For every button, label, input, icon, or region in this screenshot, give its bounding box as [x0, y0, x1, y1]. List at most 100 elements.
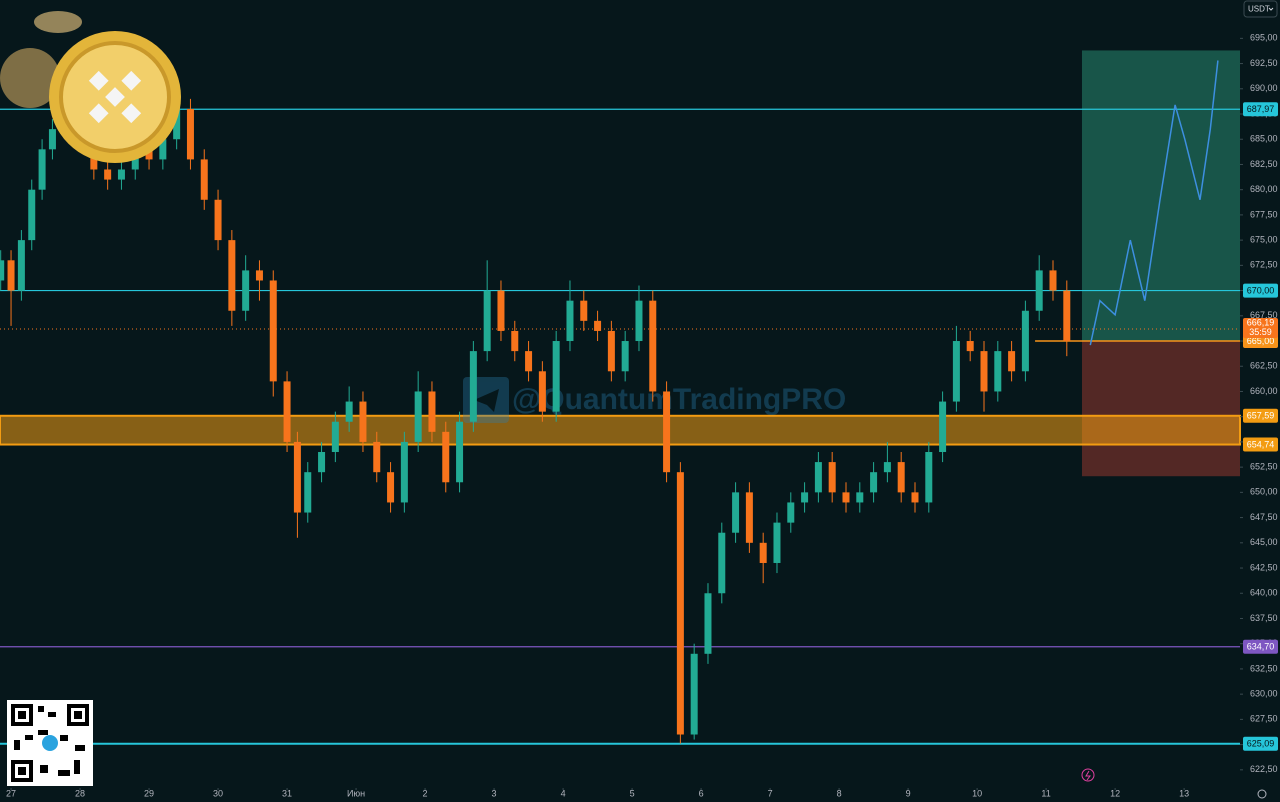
projection — [1089, 60, 1219, 346]
candle-body — [483, 290, 491, 352]
x-tick-label: 29 — [144, 788, 154, 798]
y-tick-label: 630,00 — [1250, 689, 1278, 699]
x-tick-label: 28 — [75, 788, 85, 798]
candle-body — [293, 441, 301, 513]
y-tick-label: 672,50 — [1250, 260, 1278, 270]
candle-body — [787, 502, 795, 523]
candle-body — [773, 522, 781, 563]
candle-body — [173, 108, 181, 140]
candle-body — [911, 492, 919, 503]
price-tag — [1243, 318, 1278, 339]
candle-body — [255, 270, 263, 281]
y-tick-label: 637,50 — [1250, 613, 1278, 623]
candle-body — [400, 441, 408, 503]
candle-body — [566, 300, 574, 342]
y-tick-label: 632,50 — [1250, 663, 1278, 673]
candle-body — [186, 108, 194, 160]
y-tick-label: 660,00 — [1250, 386, 1278, 396]
candle-body — [842, 492, 850, 503]
x-tick-label: 9 — [906, 788, 911, 798]
candle-body — [469, 351, 477, 422]
candle-body — [745, 492, 753, 543]
y-tick-label: 662,50 — [1250, 361, 1278, 371]
candle-body — [104, 169, 112, 180]
y-tick-label: 667,50 — [1250, 310, 1278, 320]
watermark-icon-plane — [474, 389, 499, 412]
x-tick-label: 30 — [213, 788, 223, 798]
x-tick-label: 4 — [561, 788, 566, 798]
projection-line — [1089, 60, 1219, 346]
candle-body — [387, 472, 395, 503]
alert-icon[interactable] — [1081, 768, 1095, 782]
candle-body — [594, 320, 602, 331]
x-tick-label: 12 — [1110, 788, 1120, 798]
candle-body — [38, 149, 46, 190]
y-tick-label: 647,50 — [1250, 512, 1278, 522]
candle-body — [17, 240, 25, 291]
candle-body — [145, 149, 153, 160]
x-tick-label: 10 — [972, 788, 982, 798]
settings-icon[interactable] — [1257, 789, 1267, 799]
candle-body — [1021, 310, 1029, 372]
candle-body — [0, 260, 5, 281]
y-tick-label: 680,00 — [1250, 184, 1278, 194]
y-tick-label: 650,00 — [1250, 487, 1278, 497]
candle-body — [814, 462, 822, 493]
price-tag — [1243, 736, 1278, 751]
candle-body — [214, 199, 222, 241]
candles — [0, 93, 1071, 744]
axes: 622,50625,00627,50630,00632,50635,00637,… — [6, 33, 1278, 798]
x-tick-label: 11 — [1041, 788, 1050, 798]
candle-body — [870, 472, 878, 493]
qr-code — [7, 700, 93, 786]
candle-body — [428, 391, 436, 432]
y-tick-label: 642,50 — [1250, 562, 1278, 572]
x-tick-label: 27 — [6, 788, 16, 798]
candle-body — [925, 452, 933, 503]
x-tick-label: 7 — [768, 788, 773, 798]
candle-body — [663, 391, 671, 473]
coin-small — [34, 11, 82, 33]
coin-mid — [0, 48, 60, 108]
y-tick-label: 652,50 — [1250, 462, 1278, 472]
candle-body — [704, 593, 712, 654]
candle-body — [607, 330, 615, 372]
y-tick-label: 627,50 — [1250, 714, 1278, 724]
currency-label: USDT — [1248, 5, 1270, 14]
candle-body — [200, 159, 208, 200]
candle-body — [1035, 270, 1043, 311]
currency-chevron — [1268, 7, 1274, 11]
y-tick-label: 695,00 — [1250, 33, 1278, 43]
candle-body — [621, 341, 629, 372]
y-tick-label: 645,00 — [1250, 537, 1278, 547]
candle-body — [269, 280, 277, 382]
support-zone — [0, 414, 1241, 446]
candle-body — [828, 462, 836, 493]
candle-body — [511, 330, 519, 352]
watermark-text: @QuantumTradingPRO — [512, 383, 846, 416]
candle-body — [718, 532, 726, 594]
candle-body — [414, 391, 422, 442]
candle-body — [159, 139, 167, 160]
candle-body — [7, 260, 15, 291]
y-tick-label: 675,00 — [1250, 235, 1278, 245]
candle-body — [304, 472, 312, 513]
candle-body — [980, 351, 988, 392]
candle-body — [883, 462, 891, 473]
candle-body — [228, 240, 236, 311]
candle-body — [242, 270, 250, 311]
currency-button-box[interactable] — [1243, 0, 1278, 18]
y-tick-label: 640,00 — [1250, 588, 1278, 598]
price-tag — [1243, 102, 1278, 117]
x-tick-label: 2 — [423, 788, 428, 798]
candle-body — [345, 401, 353, 422]
currency-button[interactable]: USDT — [1243, 0, 1278, 18]
x-tick-label: 3 — [492, 788, 497, 798]
price-tag-label: 666,19 — [1247, 317, 1275, 327]
x-tick-label: 31 — [282, 788, 292, 798]
candle-body — [635, 300, 643, 342]
price-tag-label: 665,00 — [1247, 336, 1275, 346]
price-tag — [1243, 639, 1278, 654]
